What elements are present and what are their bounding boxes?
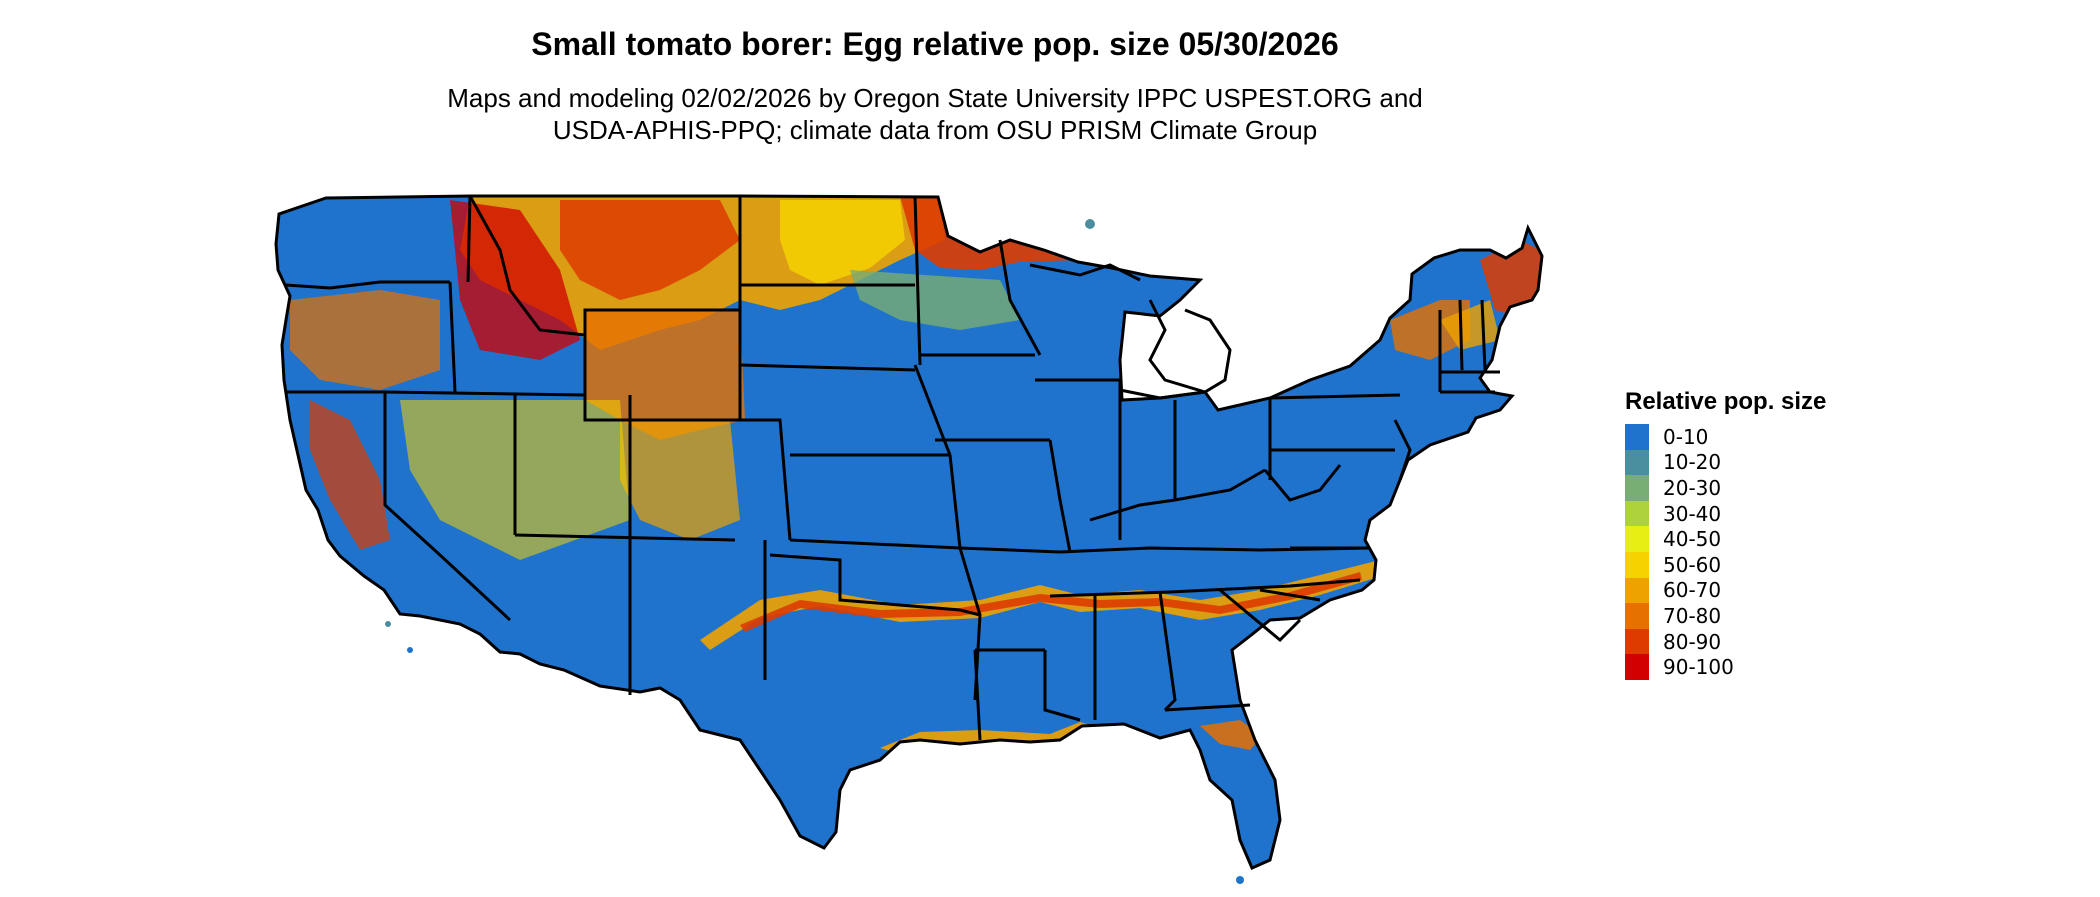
- border-me-nh: [1480, 299, 1487, 371]
- legend-swatch: [1625, 500, 1649, 527]
- border-mi: [1119, 388, 1206, 400]
- zone-dakota-yellow: [780, 200, 905, 285]
- border-id-mt: [468, 195, 586, 337]
- legend-label: 0-10: [1663, 424, 1709, 449]
- border-al-ga: [1158, 591, 1177, 712]
- border-tn-south: [1049, 578, 1361, 598]
- page-subtitle: Maps and modeling 02/02/2026 by Oregon S…: [0, 82, 1870, 146]
- legend-item: 30-40: [1625, 500, 1826, 527]
- legend-label: 80-90: [1663, 629, 1722, 654]
- border-ne-ia: [913, 364, 952, 456]
- island-ca-1: [385, 621, 391, 627]
- zone-washington-oregon: [290, 290, 440, 390]
- legend-swatch: [1625, 577, 1649, 604]
- border-sd-ne: [739, 363, 916, 372]
- border-ok-tx: [769, 553, 981, 617]
- legend-swatch: [1625, 654, 1649, 680]
- legend-swatch: [1625, 551, 1649, 578]
- legend-item: 60-70: [1625, 577, 1826, 604]
- legend-item: 10-20: [1625, 449, 1826, 476]
- border-nj: [1393, 419, 1412, 481]
- legend-label: 40-50: [1663, 527, 1722, 552]
- legend-items: 0-10 10-20 20-30 30-40 40-50 50-60 60-70 70-80 8…: [1625, 424, 1826, 680]
- island-ca-2: [407, 647, 413, 653]
- island-lake-superior: [1085, 219, 1095, 229]
- legend-swatch: [1625, 628, 1649, 655]
- zone-florida-panhandle: [1200, 720, 1262, 750]
- legend-swatch: [1625, 424, 1649, 450]
- legend-item: 70-80: [1625, 603, 1826, 629]
- legend-item: 90-100: [1625, 654, 1826, 680]
- island-fl-keys: [1236, 876, 1244, 884]
- legend-label: 60-70: [1663, 578, 1722, 603]
- zone-sierra: [310, 400, 390, 550]
- zone-colorado: [620, 420, 740, 540]
- border-michigan-lower: [1148, 299, 1232, 394]
- legend-item: 0-10: [1625, 424, 1826, 450]
- legend-item: 20-30: [1625, 475, 1826, 501]
- zone-montana-red: [560, 200, 740, 300]
- border-ky-north: [1089, 468, 1266, 522]
- legend-label: 10-20: [1663, 450, 1722, 475]
- border-wv-va: [1263, 464, 1342, 502]
- border-dakotas-mn: [913, 195, 922, 366]
- legend-item: 50-60: [1625, 551, 1826, 578]
- legend-label: 90-100: [1663, 655, 1734, 680]
- border-pa-ny: [1269, 393, 1401, 400]
- zone-wyoming: [585, 310, 745, 440]
- zone-new-york: [1390, 300, 1470, 360]
- hot-zones: [290, 196, 1542, 754]
- border-ca-nv: [383, 392, 512, 622]
- border-co-ks: [735, 418, 792, 541]
- legend: Relative pop. size 0-10 10-20 20-30 30-40 40…: [1625, 388, 1826, 680]
- border-ga-sc: [1219, 588, 1302, 643]
- legend-swatch: [1625, 449, 1649, 476]
- legend-title: Relative pop. size: [1625, 388, 1827, 415]
- border-az-nm: [514, 533, 736, 542]
- border-ks-ok: [789, 538, 961, 550]
- state-borders: [274, 194, 1544, 870]
- legend-swatch: [1625, 475, 1649, 501]
- border-ga-fl: [1164, 703, 1251, 712]
- zone-gulf-coast: [880, 722, 1100, 754]
- subtitle-line-2: USDA-APHIS-PPQ; climate data from OSU PR…: [552, 115, 1318, 145]
- subtitle-line-1: Maps and modeling 02/02/2026 by Oregon S…: [447, 83, 1423, 113]
- legend-label: 50-60: [1663, 552, 1722, 577]
- zone-maine: [1480, 240, 1542, 320]
- border-wa-id: [466, 195, 472, 283]
- offshore-islands: [385, 219, 1244, 884]
- legend-swatch: [1625, 603, 1649, 629]
- legend-label: 20-30: [1663, 475, 1722, 500]
- border-nc-sc: [1259, 588, 1321, 602]
- border-ks-mo: [948, 454, 982, 701]
- border-la-ms: [1043, 650, 1081, 722]
- border-il-mo: [1048, 439, 1072, 553]
- zone-southern-belt-red: [740, 572, 1362, 632]
- border-or-id: [448, 281, 457, 393]
- border-mo-ar: [959, 546, 1061, 554]
- legend-item: 80-90: [1625, 628, 1826, 655]
- page-title: Small tomato borer: Egg relative pop. si…: [531, 26, 1339, 62]
- legend-label: 70-80: [1663, 603, 1722, 628]
- border-mn-wi: [998, 239, 1042, 356]
- country-outline: [274, 194, 1544, 870]
- border-wa-or: [285, 280, 450, 290]
- legend-item: 40-50: [1625, 526, 1826, 552]
- legend-swatch: [1625, 526, 1649, 552]
- legend-label: 30-40: [1663, 501, 1722, 526]
- zone-idaho: [450, 200, 580, 360]
- border-vt-nh: [1458, 299, 1464, 371]
- border-mi-upper: [1029, 263, 1141, 282]
- border-id-nv-ut: [384, 390, 586, 397]
- border-la-tx: [973, 649, 982, 741]
